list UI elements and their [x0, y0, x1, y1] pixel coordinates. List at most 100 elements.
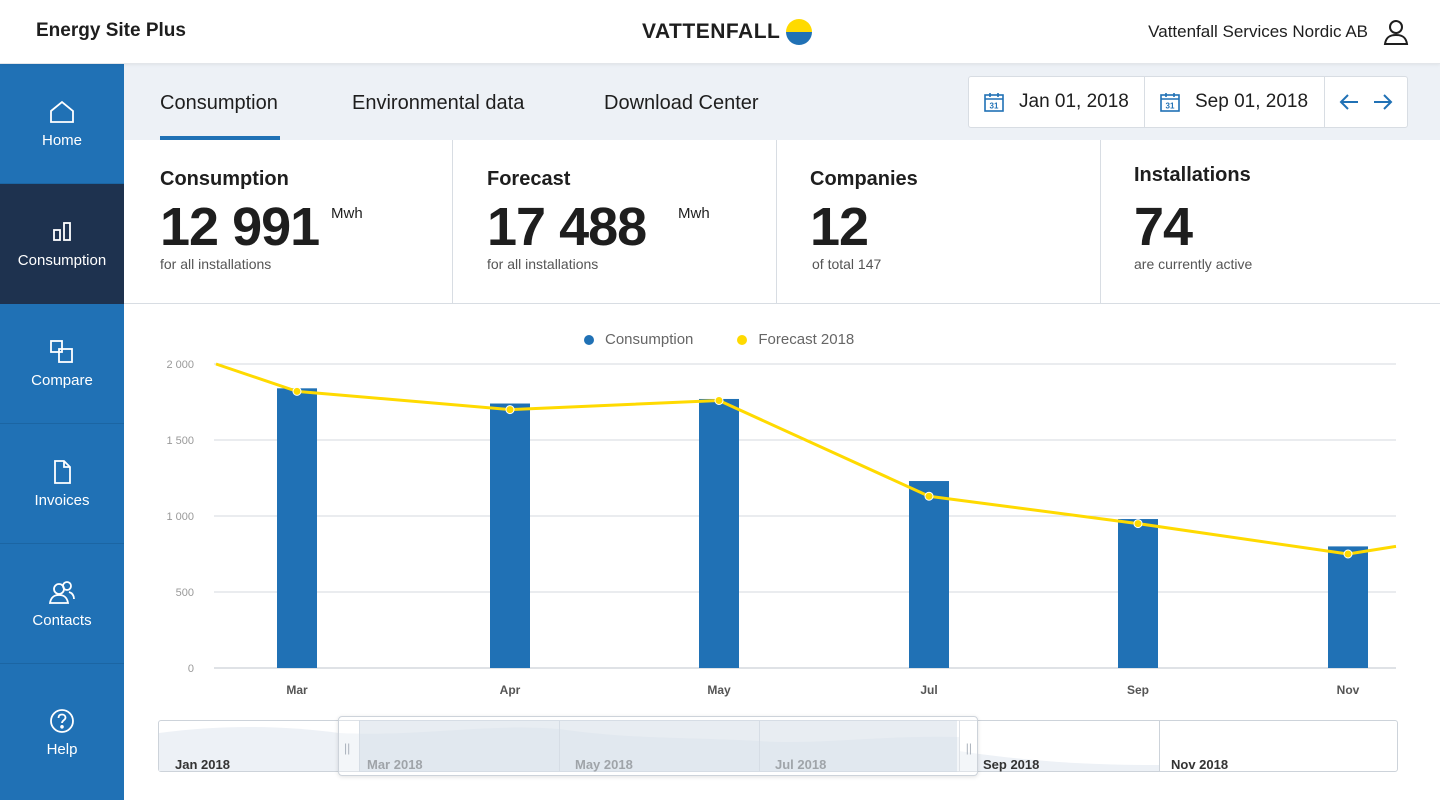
sidebar-item-home[interactable]: Home	[0, 64, 124, 184]
kpi-row: Consumption 12 991 Mwh for all installat…	[124, 140, 1440, 304]
x-tick-label: May	[707, 683, 731, 697]
legend-item-consumption[interactable]: Consumption	[584, 331, 693, 348]
forecast-point-sep	[1133, 519, 1143, 529]
y-tick-label: 0	[188, 663, 194, 675]
y-tick-label: 2 000	[166, 359, 194, 371]
kpi-title: Forecast	[487, 168, 571, 190]
help-icon	[50, 708, 74, 733]
calendar-icon: 31	[984, 93, 1004, 112]
kpi-subtext: for all installations	[160, 256, 272, 272]
sidebar-item-invoices[interactable]: Invoices	[0, 424, 124, 544]
kpi-value: 12 991	[160, 197, 320, 257]
arrow-left-icon[interactable]	[1338, 91, 1360, 113]
navigator-label: Mar 2018	[367, 757, 423, 772]
bar-mar	[277, 388, 317, 668]
legend-label: Forecast 2018	[758, 331, 855, 348]
brand-name: VATTENFALL	[642, 20, 781, 43]
forecast-point-apr	[505, 405, 515, 415]
bar-apr	[490, 403, 530, 668]
company-name[interactable]: Vattenfall Services Nordic AB	[1148, 22, 1368, 41]
bar-chart-icon	[53, 222, 71, 241]
arrow-right-icon[interactable]	[1372, 91, 1394, 113]
calendar-icon: 31	[1160, 93, 1180, 112]
forecast-point-may	[714, 395, 724, 405]
kpi-title: Companies	[810, 168, 918, 190]
consumption-chart: Consumption Forecast 2018 2 000 1 500 1 00…	[124, 304, 1440, 714]
forecast-point-mar	[292, 386, 302, 396]
navigator-selection-window[interactable]: || ||	[338, 716, 978, 776]
y-tick-label: 500	[176, 587, 194, 599]
kpi-subtext: of total 147	[812, 256, 882, 272]
forecast-point-jul	[924, 491, 934, 501]
kpi-value: 74	[1134, 197, 1193, 257]
sidebar-item-consumption[interactable]: Consumption	[0, 184, 124, 304]
x-tick-label: Jul	[920, 683, 937, 697]
x-tick-label: Sep	[1127, 683, 1149, 697]
kpi-installations: Installations 74 are currently active	[1101, 140, 1440, 303]
bar-jul	[909, 481, 949, 668]
tab-bar: Consumption Environmental data Download …	[124, 64, 1440, 140]
kpi-unit: Mwh	[331, 205, 363, 222]
time-navigator[interactable]: Jan 2018 Mar 2018 May 2018 Jul 2018 Sep …	[158, 720, 1398, 772]
sidebar-item-label: Consumption	[17, 252, 107, 269]
kpi-title: Consumption	[160, 168, 289, 190]
navigator-divider	[959, 721, 960, 771]
kpi-subtext: for all installations	[487, 256, 599, 272]
top-bar: Energy Site Plus VATTENFALL Vattenfall S…	[0, 0, 1440, 64]
kpi-unit: Mwh	[678, 205, 710, 222]
navigator-divider	[559, 721, 560, 771]
navigator-left-handle[interactable]: ||	[344, 741, 351, 755]
kpi-subtext: are currently active	[1134, 256, 1253, 272]
bar-sep	[1118, 519, 1158, 668]
y-tick-label: 1 000	[166, 511, 194, 523]
x-tick-label: Nov	[1337, 683, 1360, 697]
sidebar-item-contacts[interactable]: Contacts	[0, 544, 124, 664]
document-icon	[54, 460, 71, 484]
end-date-field[interactable]: 31 Sep 01, 2018	[1145, 77, 1325, 127]
start-date-value: Jan 01, 2018	[1019, 91, 1129, 112]
brand-logo[interactable]: VATTENFALL	[642, 19, 813, 45]
navigator-label: Jul 2018	[775, 757, 827, 772]
y-tick-label: 1 500	[166, 435, 194, 447]
sidebar-item-label: Contacts	[32, 612, 92, 629]
navigator-label: May 2018	[575, 757, 633, 772]
compare-icon	[50, 340, 73, 363]
home-icon	[50, 100, 74, 123]
kpi-value: 12	[810, 197, 869, 257]
app-name: Energy Site Plus	[36, 20, 186, 41]
sidebar: Home Consumption Compare Invoices Contac…	[0, 64, 124, 800]
sidebar-item-label: Compare	[31, 372, 93, 389]
tab-consumption[interactable]: Consumption	[160, 92, 280, 140]
date-nav-arrows	[1325, 77, 1407, 127]
tab-environmental-data[interactable]: Environmental data	[352, 92, 525, 114]
legend-dot	[584, 334, 594, 345]
calendar-day-text: 31	[1166, 102, 1175, 111]
sidebar-item-help[interactable]: Help	[0, 664, 124, 800]
x-tick-label: Apr	[500, 683, 521, 697]
kpi-title: Installations	[1134, 164, 1251, 186]
contacts-icon	[48, 581, 75, 604]
chart-plot: 2 000 1 500 1 000 500 0 Mar Apr May Jul Sep Nov	[166, 359, 1397, 697]
legend-item-forecast[interactable]: Forecast 2018	[737, 331, 854, 348]
kpi-consumption: Consumption 12 991 Mwh for all installat…	[124, 140, 453, 303]
start-date-field[interactable]: 31 Jan 01, 2018	[969, 77, 1145, 127]
sidebar-item-label: Help	[46, 740, 78, 758]
vattenfall-logo-icon	[786, 19, 813, 45]
navigator-label: Jan 2018	[175, 757, 230, 772]
forecast-line	[215, 362, 1397, 556]
sidebar-item-label: Invoices	[34, 492, 90, 509]
navigator-divider	[759, 721, 760, 771]
x-tick-label: Mar	[286, 683, 308, 697]
legend-dot	[737, 334, 748, 345]
kpi-value: 17 488	[487, 197, 647, 257]
navigator-label: Sep 2018	[983, 757, 1040, 772]
navigator-divider	[1159, 721, 1160, 771]
calendar-day-text: 31	[990, 102, 999, 111]
sidebar-item-compare[interactable]: Compare	[0, 304, 124, 424]
forecast-point-nov	[1343, 549, 1353, 559]
kpi-forecast: Forecast 17 488 Mwh for all installation…	[453, 140, 777, 303]
tab-download-center[interactable]: Download Center	[604, 92, 759, 114]
legend-label: Consumption	[605, 331, 694, 348]
user-icon[interactable]	[1382, 18, 1410, 46]
navigator-right-handle[interactable]: ||	[965, 741, 972, 755]
